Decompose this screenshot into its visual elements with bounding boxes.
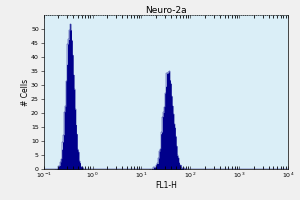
X-axis label: FL1-H: FL1-H bbox=[155, 181, 177, 190]
Y-axis label: # Cells: # Cells bbox=[21, 79, 30, 106]
Title: Neuro-2a: Neuro-2a bbox=[145, 6, 187, 15]
